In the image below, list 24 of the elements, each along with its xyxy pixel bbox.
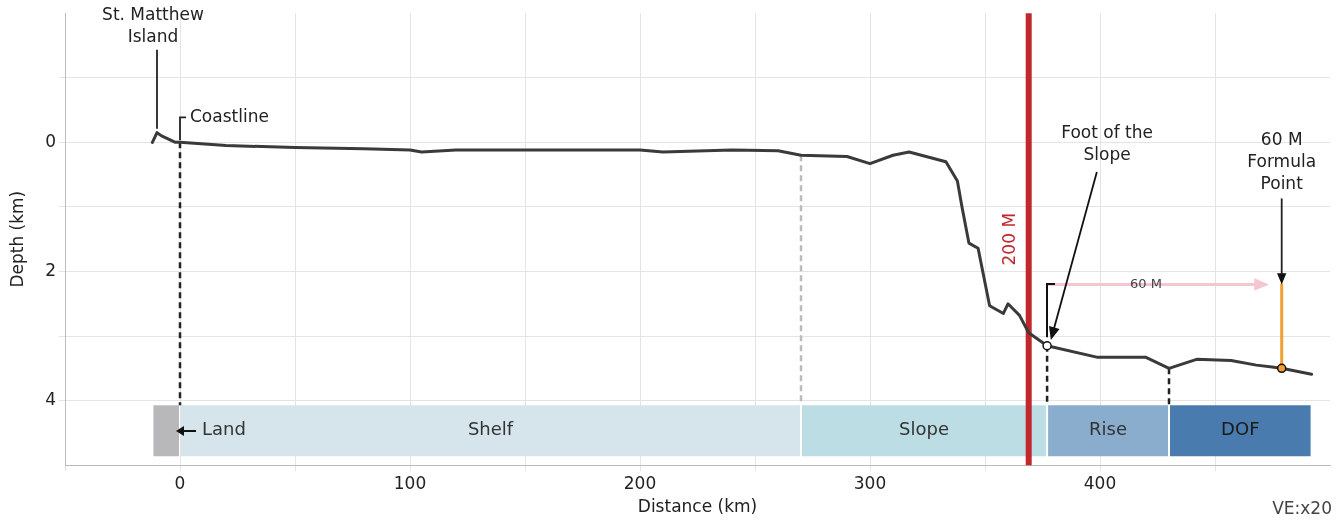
point: [1042, 340, 1052, 351]
y-tick-label: 2: [45, 259, 56, 280]
x-tick-label: 0: [174, 472, 186, 493]
x-axis-title: Distance (km): [637, 496, 758, 517]
annotation: 60 M: [1130, 275, 1162, 291]
text: VE:x20: [1272, 497, 1332, 518]
x-tick-label: 300: [853, 472, 887, 493]
annotation: Coastline: [190, 105, 269, 126]
ref-line-label: 200 M: [999, 212, 1020, 266]
x-tick-label: 400: [1083, 472, 1117, 493]
annotation: St. Matthew Island: [102, 4, 204, 47]
band-label: DOF: [1221, 418, 1260, 440]
band-label: Land: [202, 418, 246, 440]
x-tick-label: 100: [393, 472, 427, 493]
band-label: Rise: [1089, 418, 1128, 440]
annotation: 60 M Formula Point: [1247, 128, 1317, 193]
y-axis-title: Depth (km): [6, 190, 27, 288]
point: [1276, 363, 1287, 374]
annotation: Foot of the Slope: [1061, 122, 1153, 165]
band-label: Shelf: [467, 418, 514, 440]
band-label: Slope: [899, 418, 950, 440]
x-tick-label: 200: [623, 472, 657, 493]
y-tick-label: 4: [45, 389, 56, 410]
y-tick-label: 0: [45, 130, 56, 151]
